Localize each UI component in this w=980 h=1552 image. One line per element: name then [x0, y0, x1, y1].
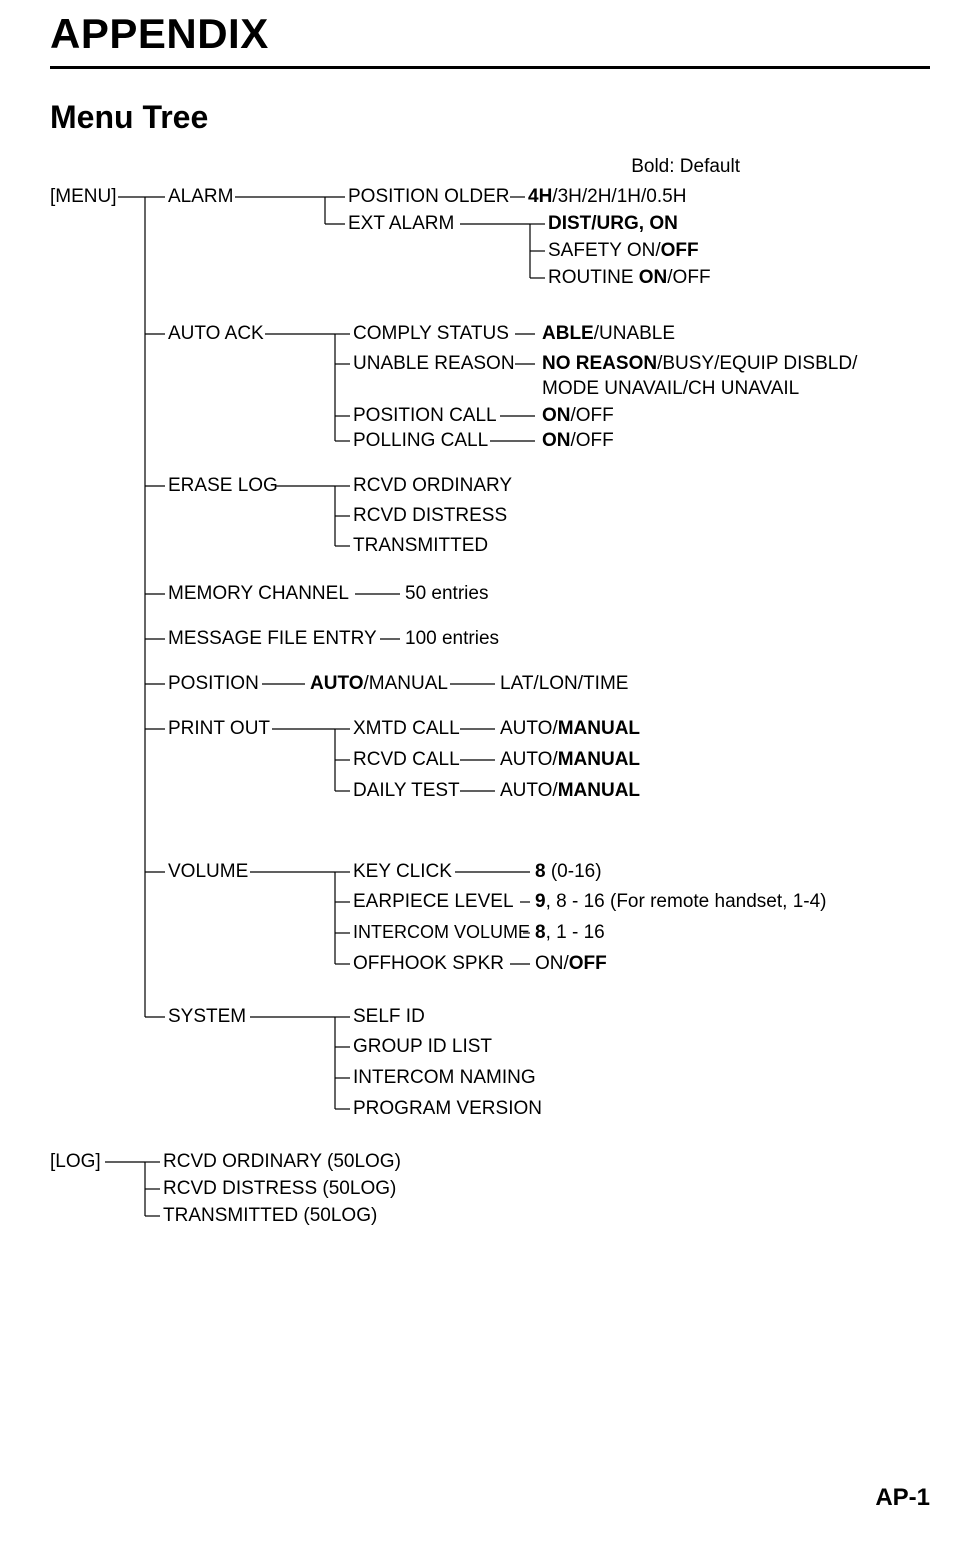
- page-number: AP-1: [875, 1484, 930, 1512]
- erase-log-r1: RCVD ORDINARY: [353, 475, 512, 497]
- log-r3: TRANSMITTED (50LOG): [163, 1205, 377, 1227]
- position-call-value: ON/OFF: [542, 405, 614, 427]
- daily-test-value: AUTO/MANUAL: [500, 780, 640, 802]
- message-file-value: 100 entries: [405, 628, 499, 650]
- erase-log-r2: RCVD DISTRESS: [353, 505, 507, 527]
- log-r1: RCVD ORDINARY (50LOG): [163, 1151, 401, 1173]
- offhook-label: OFFHOOK SPKR: [353, 953, 504, 975]
- position-mid: AUTO/MANUAL: [310, 673, 448, 695]
- system-r2: GROUP ID LIST: [353, 1036, 492, 1058]
- auto-ack-label: AUTO ACK: [168, 323, 264, 345]
- system-r4: PROGRAM VERSION: [353, 1098, 542, 1120]
- position-older-label: POSITION OLDER: [348, 186, 510, 208]
- print-out-label: PRINT OUT: [168, 718, 270, 740]
- earpiece-value: 9, 8 - 16 (For remote handset, 1-4): [535, 891, 826, 913]
- unable-reason-label: UNABLE REASON: [353, 353, 515, 375]
- rcvd-call-label: RCVD CALL: [353, 749, 460, 771]
- dist-urg-value: DIST/URG, ON: [548, 213, 678, 235]
- alarm-label: ALARM: [168, 186, 233, 208]
- volume-label: VOLUME: [168, 861, 248, 883]
- polling-call-label: POLLING CALL: [353, 430, 488, 452]
- polling-call-value: ON/OFF: [542, 430, 614, 452]
- section-title: Menu Tree: [50, 99, 930, 136]
- safety-value: SAFETY ON/OFF: [548, 240, 699, 262]
- key-click-label: KEY CLICK: [353, 861, 452, 883]
- position-label: POSITION: [168, 673, 259, 695]
- system-label: SYSTEM: [168, 1006, 246, 1028]
- position-call-label: POSITION CALL: [353, 405, 497, 427]
- message-file-label: MESSAGE FILE ENTRY: [168, 628, 377, 650]
- memory-channel-value: 50 entries: [405, 583, 488, 605]
- comply-status-label: COMPLY STATUS: [353, 323, 509, 345]
- xmtd-call-value: AUTO/MANUAL: [500, 718, 640, 740]
- erase-log-r3: TRANSMITTED: [353, 535, 488, 557]
- root-menu: [MENU]: [50, 186, 117, 208]
- unable-reason-value-2: MODE UNAVAIL/CH UNAVAIL: [542, 378, 799, 400]
- log-r2: RCVD DISTRESS (50LOG): [163, 1178, 396, 1200]
- intercom-volume-value: 8, 1 - 16: [535, 922, 605, 944]
- position-right: LAT/LON/TIME: [500, 673, 628, 695]
- earpiece-label: EARPIECE LEVEL: [353, 891, 514, 913]
- position-older-value: 4H/3H/2H/1H/0.5H: [528, 186, 686, 208]
- xmtd-call-label: XMTD CALL: [353, 718, 460, 740]
- memory-channel-label: MEMORY CHANNEL: [168, 583, 349, 605]
- rcvd-call-value: AUTO/MANUAL: [500, 749, 640, 771]
- offhook-value: ON/OFF: [535, 953, 607, 975]
- intercom-volume-label: INTERCOM VOLUME: [353, 922, 530, 943]
- erase-log-label: ERASE LOG: [168, 475, 278, 497]
- ext-alarm-label: EXT ALARM: [348, 213, 454, 235]
- page-title: APPENDIX: [50, 10, 930, 58]
- comply-status-value: ABLE/UNABLE: [542, 323, 675, 345]
- unable-reason-value-1: NO REASON/BUSY/EQUIP DISBLD/: [542, 353, 857, 375]
- routine-value: ROUTINE ON/OFF: [548, 267, 711, 289]
- system-r1: SELF ID: [353, 1006, 425, 1028]
- title-rule: [50, 66, 930, 69]
- key-click-value: 8 (0-16): [535, 861, 602, 883]
- system-r3: INTERCOM NAMING: [353, 1067, 536, 1089]
- menu-tree: [MENU] ALARM POSITION OLDER 4H/3H/2H/1H/…: [50, 186, 930, 1226]
- root-log: [LOG]: [50, 1151, 101, 1173]
- legend-text: Bold: Default: [50, 156, 930, 178]
- daily-test-label: DAILY TEST: [353, 780, 460, 802]
